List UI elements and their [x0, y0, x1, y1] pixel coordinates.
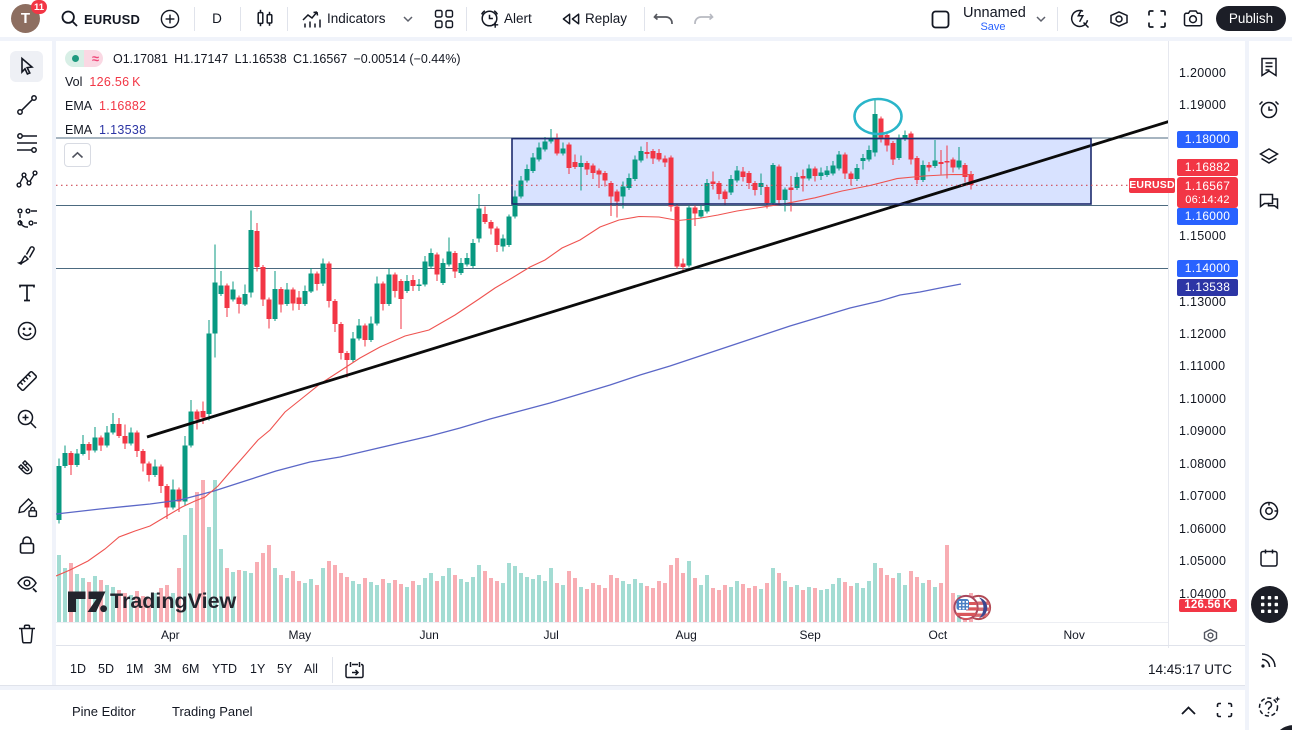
- svg-text:TradingView: TradingView: [110, 589, 237, 613]
